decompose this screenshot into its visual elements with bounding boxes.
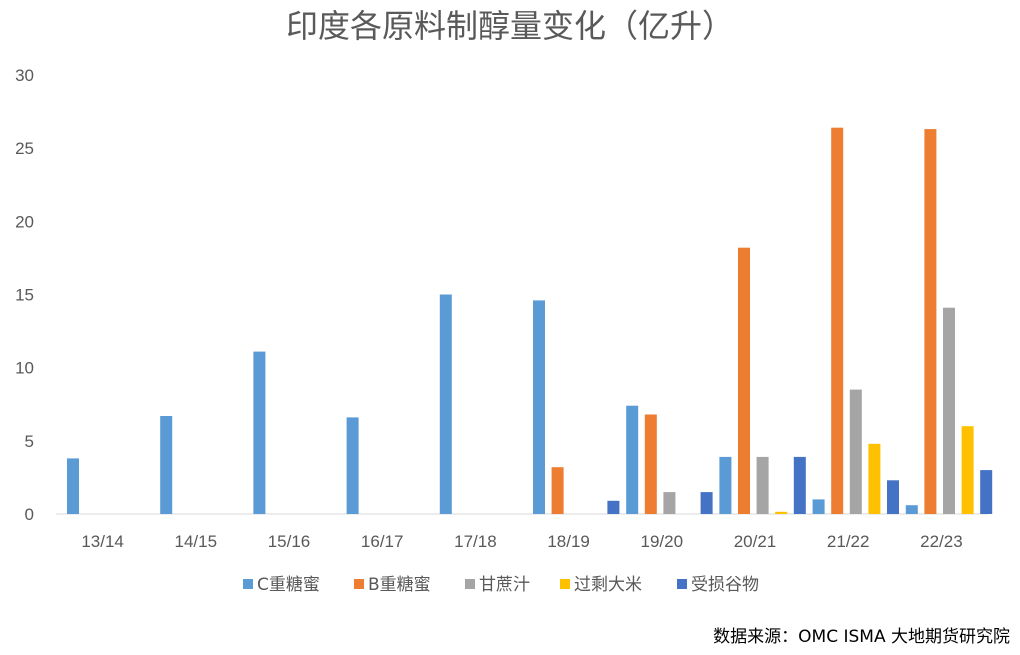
y-tick-label: 25 — [15, 139, 34, 158]
legend-swatch — [677, 579, 687, 589]
legend-swatch — [560, 579, 570, 589]
bar-过剩大米-22/23 — [961, 426, 974, 514]
bar-C重糖蜜-13/14 — [67, 458, 79, 514]
y-axis-ticks: 0 5 10 15 20 25 30 — [15, 66, 34, 524]
bar-B重糖蜜-21/22 — [831, 127, 844, 514]
y-tick-label: 5 — [25, 432, 34, 451]
x-tick-label: 19/20 — [641, 532, 684, 551]
bar-受损谷物-22/23 — [980, 470, 993, 514]
bar-甘蔗汁-19/20 — [663, 492, 676, 514]
legend-label: 过剩大米 — [574, 575, 642, 595]
x-tick-label: 22/23 — [920, 532, 963, 551]
bar-C重糖蜜-18/19 — [533, 300, 545, 514]
source-note: 数据来源：OMC ISMA 大地期货研究院 — [713, 627, 1010, 647]
x-tick-label: 13/14 — [81, 532, 124, 551]
legend-label: C重糖蜜 — [257, 575, 320, 595]
legend-swatch — [465, 579, 475, 589]
y-tick-label: 10 — [15, 359, 34, 378]
y-tick-label: 30 — [15, 66, 34, 85]
x-tick-label: 15/16 — [268, 532, 311, 551]
bar-C重糖蜜-17/18 — [439, 294, 452, 514]
bars — [67, 127, 993, 514]
bar-受损谷物-19/20 — [700, 492, 713, 514]
bar-甘蔗汁-22/23 — [943, 307, 955, 514]
x-tick-label: 17/18 — [454, 532, 497, 551]
y-tick-label: 20 — [15, 212, 34, 231]
y-tick-label: 15 — [15, 286, 34, 305]
bar-B重糖蜜-20/21 — [738, 247, 750, 514]
bar-C重糖蜜-14/15 — [160, 416, 173, 514]
bar-C重糖蜜-15/16 — [253, 351, 266, 514]
bar-C重糖蜜-22/23 — [905, 505, 918, 514]
bar-B重糖蜜-22/23 — [924, 129, 937, 514]
bar-受损谷物-21/22 — [887, 480, 899, 514]
x-tick-label: 16/17 — [361, 532, 404, 551]
bar-过剩大米-20/21 — [775, 511, 788, 514]
bar-过剩大米-21/22 — [868, 443, 881, 514]
legend: C重糖蜜 B重糖蜜 甘蔗汁 过剩大米 受损谷物 — [243, 575, 759, 595]
bar-C重糖蜜-19/20 — [626, 405, 639, 514]
bar-C重糖蜜-20/21 — [719, 456, 732, 514]
bar-甘蔗汁-21/22 — [849, 389, 862, 514]
bar-B重糖蜜-19/20 — [644, 414, 657, 514]
x-tick-label: 14/15 — [175, 532, 218, 551]
x-tick-label: 20/21 — [734, 532, 777, 551]
bar-C重糖蜜-21/22 — [812, 499, 825, 514]
legend-label: 甘蔗汁 — [479, 575, 530, 595]
x-axis-labels: 13/14 14/15 15/16 16/17 17/18 18/19 19/20 20/21… — [81, 532, 962, 551]
legend-label: 受损谷物 — [691, 575, 759, 595]
legend-swatch — [243, 579, 253, 589]
bar-甘蔗汁-20/21 — [756, 456, 769, 514]
bar-B重糖蜜-18/19 — [551, 467, 564, 514]
bar-C重糖蜜-16/17 — [346, 417, 359, 514]
chart-title: 印度各原料制醇量变化（亿升） — [286, 7, 734, 45]
bar-受损谷物-20/21 — [793, 456, 806, 514]
legend-label: B重糖蜜 — [368, 575, 431, 595]
x-tick-label: 18/19 — [547, 532, 590, 551]
bar-受损谷物-18/19 — [607, 500, 620, 514]
x-tick-label: 21/22 — [827, 532, 870, 551]
y-tick-label: 0 — [25, 505, 34, 524]
legend-swatch — [354, 579, 364, 589]
